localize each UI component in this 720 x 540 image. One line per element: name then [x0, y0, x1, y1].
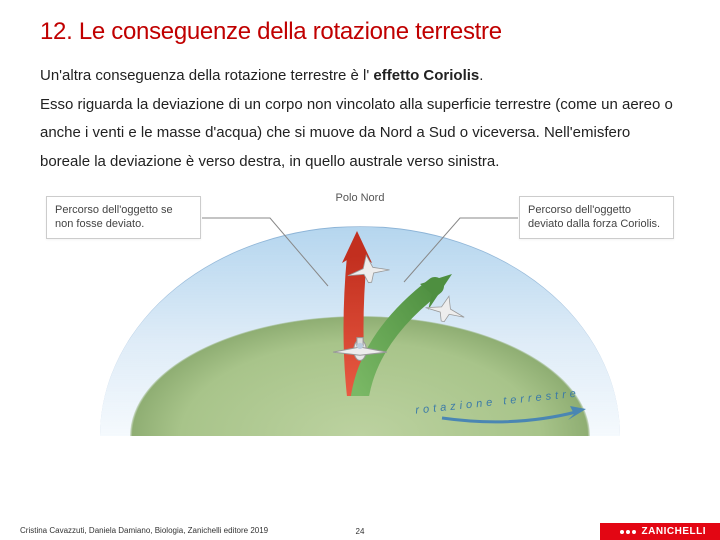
body-line1-bold: effetto Coriolis [373, 67, 479, 84]
brand-name: ZANICHELLI [642, 526, 706, 537]
publisher-brand: ZANICHELLI [600, 523, 720, 540]
slide-title: 12. Le conseguenze della rotazione terre… [40, 18, 680, 46]
slide-footer: Cristina Cavazzuti, Daniela Damiano, Bio… [0, 520, 720, 540]
coriolis-diagram: Percorso dell'oggetto se non fosse devia… [40, 186, 680, 436]
legend-undeviated: Percorso dell'oggetto se non fosse devia… [46, 196, 201, 239]
rotation-arrow-icon [438, 404, 588, 426]
body-line1-pre: Un'altra conseguenza della rotazione ter… [40, 67, 373, 84]
brand-dots-icon [620, 530, 636, 534]
body-paragraph: Un'altra conseguenza della rotazione ter… [40, 62, 680, 176]
airplane-top [341, 248, 395, 287]
body-line2: Esso riguarda la deviazione di un corpo … [40, 96, 673, 170]
body-line1-post: . [479, 67, 483, 84]
airplane-front [328, 327, 392, 368]
footer-credits: Cristina Cavazzuti, Daniela Damiano, Bio… [0, 526, 268, 535]
legend-deviated: Percorso dell'oggetto deviato dalla forz… [519, 196, 674, 239]
north-pole-label: Polo Nord [336, 192, 385, 204]
page-number: 24 [356, 527, 365, 536]
